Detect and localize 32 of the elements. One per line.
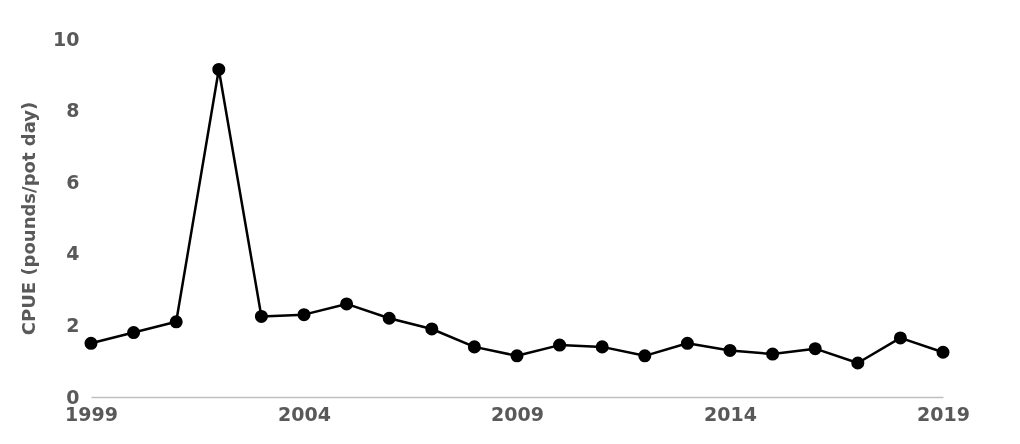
point bbox=[638, 349, 652, 363]
point bbox=[212, 62, 226, 76]
x-tick-label: 2019 bbox=[917, 402, 970, 425]
point bbox=[467, 340, 481, 354]
point bbox=[169, 315, 183, 329]
x-tick-label: 2014 bbox=[704, 402, 757, 425]
point bbox=[84, 336, 98, 350]
x-tick-label: 2009 bbox=[491, 402, 544, 425]
y-tick-label: 0 bbox=[66, 385, 80, 408]
point bbox=[893, 331, 907, 345]
y-tick-label: 2 bbox=[66, 313, 80, 336]
y-tick-label: 6 bbox=[66, 170, 80, 193]
point bbox=[680, 336, 694, 350]
point bbox=[254, 309, 268, 323]
point bbox=[127, 326, 141, 340]
point bbox=[510, 349, 524, 363]
point bbox=[425, 322, 439, 336]
y-tick-label: 10 bbox=[53, 27, 80, 50]
point bbox=[297, 308, 311, 322]
y-tick-label: 4 bbox=[66, 242, 80, 265]
point bbox=[808, 342, 822, 356]
point bbox=[595, 340, 609, 354]
y-axis-title: CPUE (pounds/pot day) bbox=[18, 101, 40, 336]
point bbox=[936, 345, 950, 359]
point bbox=[382, 311, 396, 325]
x-tick-label: 2004 bbox=[278, 402, 331, 425]
y-tick-label: 8 bbox=[66, 99, 80, 122]
point bbox=[851, 356, 865, 370]
point bbox=[553, 338, 567, 352]
point bbox=[723, 343, 737, 357]
point bbox=[340, 297, 354, 311]
point bbox=[766, 347, 780, 361]
